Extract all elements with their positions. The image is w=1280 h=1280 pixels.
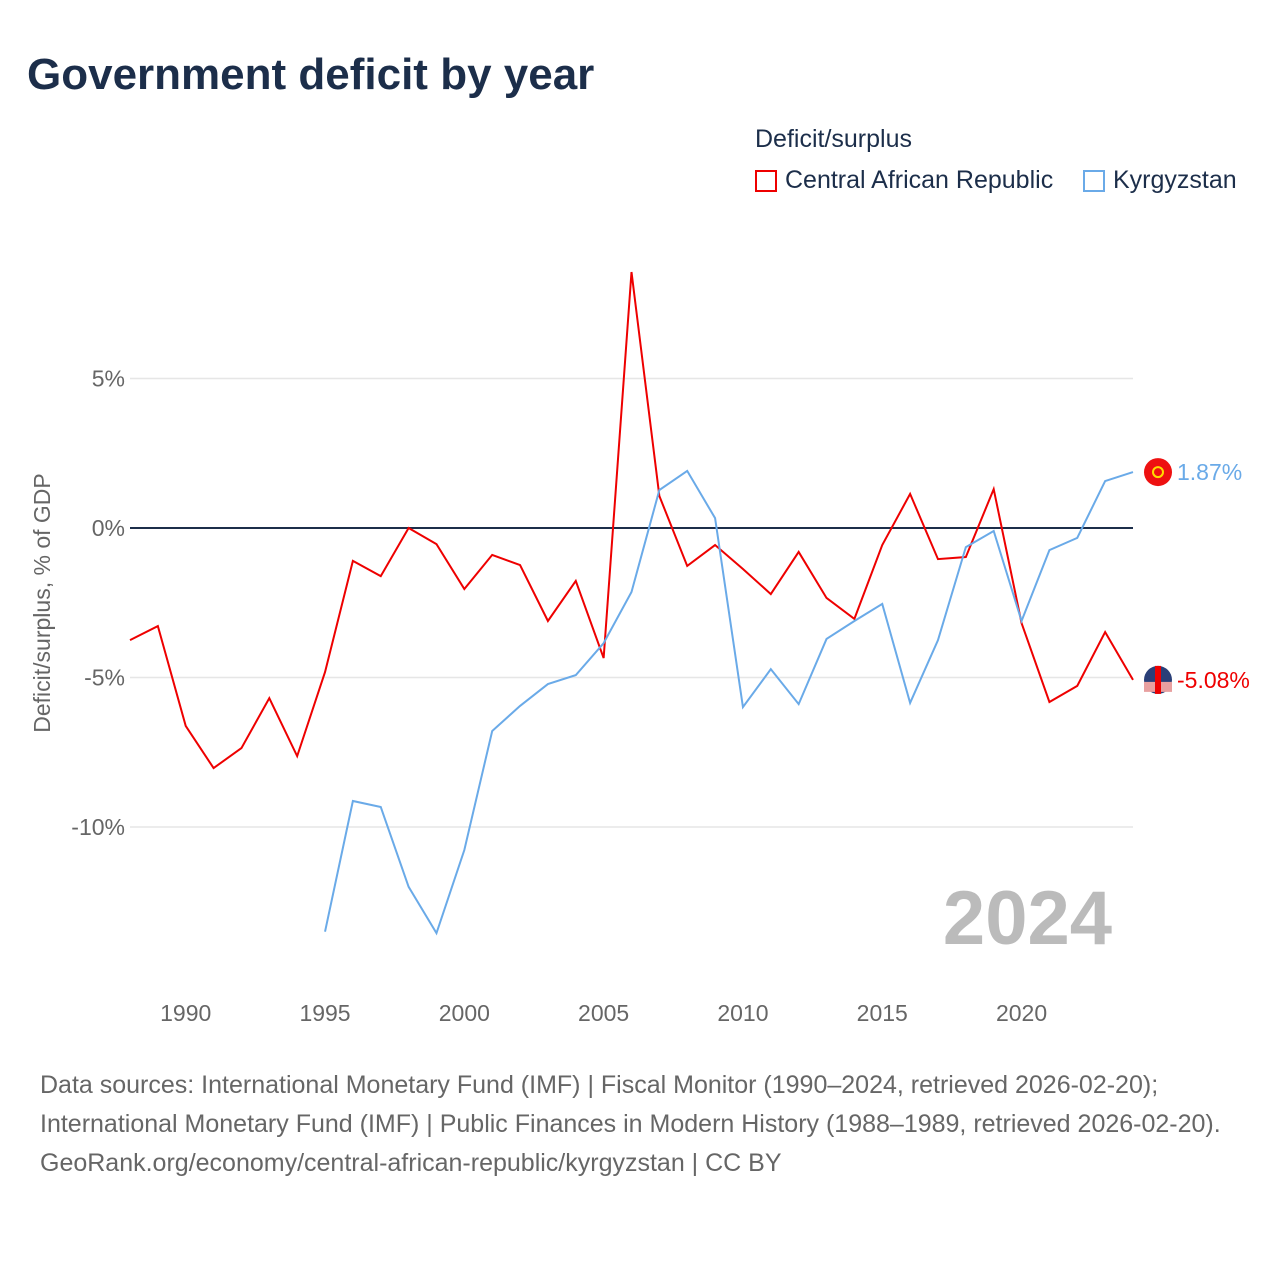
source-note: Data sources: International Monetary Fun… — [40, 1066, 1240, 1183]
x-tick-label: 1995 — [299, 1000, 350, 1026]
series-line-car[interactable] — [129, 271, 1134, 770]
y-tick-label: 0% — [92, 515, 125, 541]
legend-label: Central African Republic — [785, 166, 1054, 194]
legend-title: Deficit/surplus — [755, 125, 912, 153]
end-value-label: -5.08% — [1177, 667, 1250, 693]
chart-title: Government deficit by year — [27, 50, 595, 99]
kyrgyzstan-flag-icon — [1144, 458, 1172, 487]
legend-label: Kyrgyzstan — [1113, 166, 1237, 194]
x-tick-label: 2020 — [996, 1000, 1047, 1026]
legend-item-car[interactable]: Central African Republic — [755, 166, 1053, 195]
y-axis-label: Deficit/surplus, % of GDP — [29, 473, 55, 732]
x-tick-label: 1990 — [160, 1000, 211, 1026]
y-tick-label: -10% — [71, 814, 125, 840]
series-line-kyrgyzstan[interactable] — [324, 469, 1134, 936]
x-tick-label: 2015 — [857, 1000, 908, 1026]
year-label: 2024 — [943, 876, 1112, 961]
source-link[interactable]: GeoRank.org/economy/central-african-repu… — [40, 1149, 782, 1177]
x-tick-label: 2005 — [578, 1000, 629, 1026]
x-tick-label: 2010 — [717, 1000, 768, 1026]
x-tick-label: 2000 — [439, 1000, 490, 1026]
sun-icon — [1152, 466, 1164, 479]
y-tick-label: 5% — [92, 366, 125, 392]
legend-item-kyrgyzstan[interactable]: Kyrgyzstan — [1083, 166, 1237, 195]
flag-stripe — [1155, 665, 1161, 694]
legend-swatch — [1083, 169, 1105, 192]
y-tick-label: -5% — [84, 665, 125, 691]
source-text: Data sources: International Monetary Fun… — [40, 1071, 1221, 1138]
legend-swatch — [755, 169, 777, 192]
end-value-label: 1.87% — [1177, 459, 1242, 485]
